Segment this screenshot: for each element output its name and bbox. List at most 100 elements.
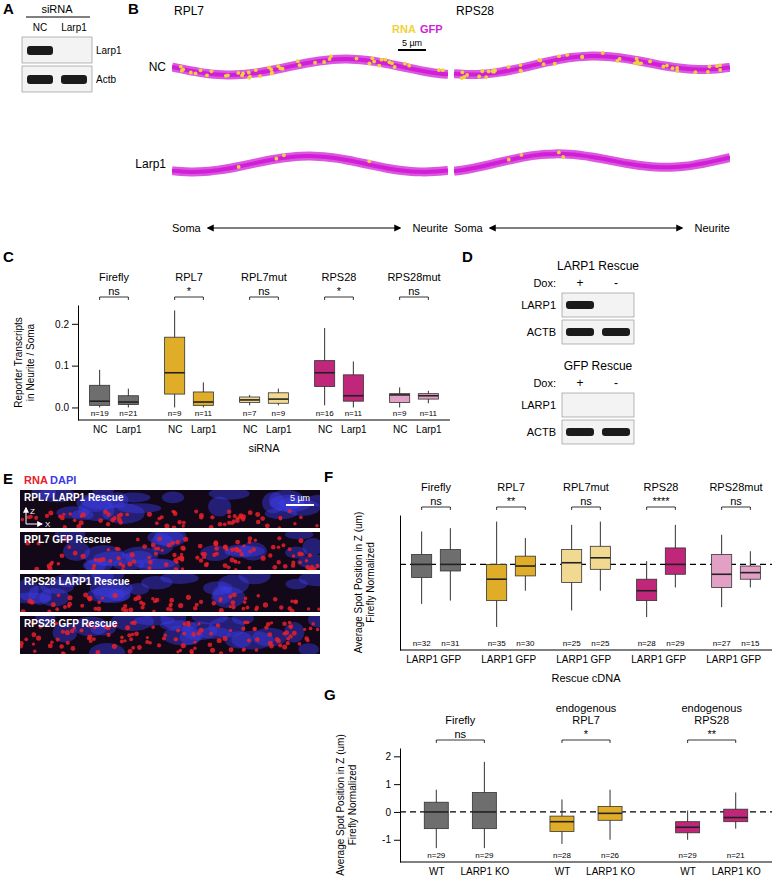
box (676, 811, 700, 840)
n-label: n=21 (119, 409, 138, 418)
rna-spot (169, 608, 173, 612)
box (598, 790, 622, 840)
rna-spot (147, 512, 152, 517)
rna-spot (244, 597, 248, 601)
rna-spot (187, 623, 191, 627)
x-axis-line (78, 420, 450, 421)
n-label: n=15 (741, 639, 760, 648)
rna-spot (308, 567, 313, 570)
rna-spot (132, 559, 136, 563)
box (550, 799, 574, 843)
rna-spot (96, 650, 101, 654)
image-bg (454, 117, 730, 211)
box (390, 387, 410, 407)
n-label: n=26 (601, 851, 620, 860)
rna-spot (241, 627, 245, 631)
y-tick: -1 (382, 834, 400, 845)
y-axis (400, 516, 401, 651)
median (418, 395, 438, 397)
rna-spot (229, 605, 232, 608)
rna-spot (237, 561, 240, 564)
median (712, 573, 732, 575)
rna-spot (168, 604, 172, 608)
rna-spot (580, 55, 584, 59)
x-tick: GFP (666, 654, 687, 665)
box (412, 531, 432, 603)
rna-spot (212, 601, 217, 606)
x-tick-label: NC (93, 424, 107, 435)
rna-spot (66, 641, 70, 645)
x-tick: NC (243, 424, 257, 435)
scale-bar-label: 5 µm (290, 493, 310, 503)
rna-spot (193, 640, 196, 643)
y-tick-label: 0.0 (55, 402, 69, 413)
rna-spot (393, 65, 397, 69)
rna-spot (487, 70, 491, 74)
n-label: n=29 (427, 851, 446, 860)
neurite (172, 59, 448, 75)
axis-end-label: Soma (454, 222, 484, 234)
n-label: n=29 (475, 851, 494, 860)
dapi-signal (208, 497, 231, 517)
legend-entry: DAPI (50, 474, 76, 486)
rna-spot (242, 648, 245, 651)
rna-spot (403, 62, 407, 66)
rna-spot (480, 69, 484, 73)
dapi-signal (238, 574, 270, 584)
group-title: RPS28mut (709, 481, 762, 493)
rna-spot (247, 76, 251, 80)
box-body (440, 550, 460, 571)
rna-spot (219, 651, 223, 654)
rna-spot (178, 603, 183, 608)
group-title: RPS28mut (387, 271, 440, 283)
rna-spot (94, 558, 98, 562)
box-body (343, 375, 363, 401)
median (487, 578, 507, 580)
axis-arrow (490, 227, 682, 228)
rna-spot (31, 632, 36, 637)
rna-spot (194, 510, 198, 514)
lane-label: NC (33, 22, 47, 33)
box-body (390, 394, 410, 403)
rna-spot (278, 644, 282, 648)
rna-spot (129, 637, 133, 641)
rna-spot (58, 514, 62, 518)
significance-label: * (187, 285, 192, 297)
blot-band (602, 428, 630, 436)
rna-spot (236, 71, 240, 75)
rna-spot (181, 558, 184, 561)
rna-spot (217, 638, 222, 643)
median (165, 372, 185, 374)
rna-spot (281, 543, 285, 547)
x-tick: Larp1 (341, 424, 367, 435)
rna-spot (307, 607, 310, 610)
rna-spot (312, 567, 317, 570)
box-body (487, 564, 507, 600)
significance-bracket (497, 507, 526, 510)
rna-spot (157, 643, 161, 647)
rna-spot (580, 55, 584, 59)
scale-bar (286, 504, 314, 506)
rna-spot (152, 609, 156, 612)
rna-spot (253, 627, 256, 630)
rna-spot (125, 625, 130, 630)
box (90, 370, 110, 408)
x-tick-label: NC (168, 424, 182, 435)
significance-label: ns (430, 495, 442, 507)
y-tick-label: -1 (382, 834, 391, 845)
box (118, 389, 138, 408)
rna-spot (277, 536, 281, 540)
box (440, 528, 460, 600)
median (724, 817, 748, 819)
dapi-signal (182, 622, 218, 641)
treatment-label: Dox: (533, 277, 556, 289)
box-body (165, 337, 185, 394)
image-bg (20, 490, 320, 528)
rna-spot (248, 540, 252, 544)
rna-spot (256, 594, 260, 598)
rna-spot (283, 564, 288, 569)
rna-spot (407, 64, 411, 68)
rna-spot (227, 521, 231, 525)
rna-spot (21, 518, 24, 521)
median (424, 811, 448, 813)
